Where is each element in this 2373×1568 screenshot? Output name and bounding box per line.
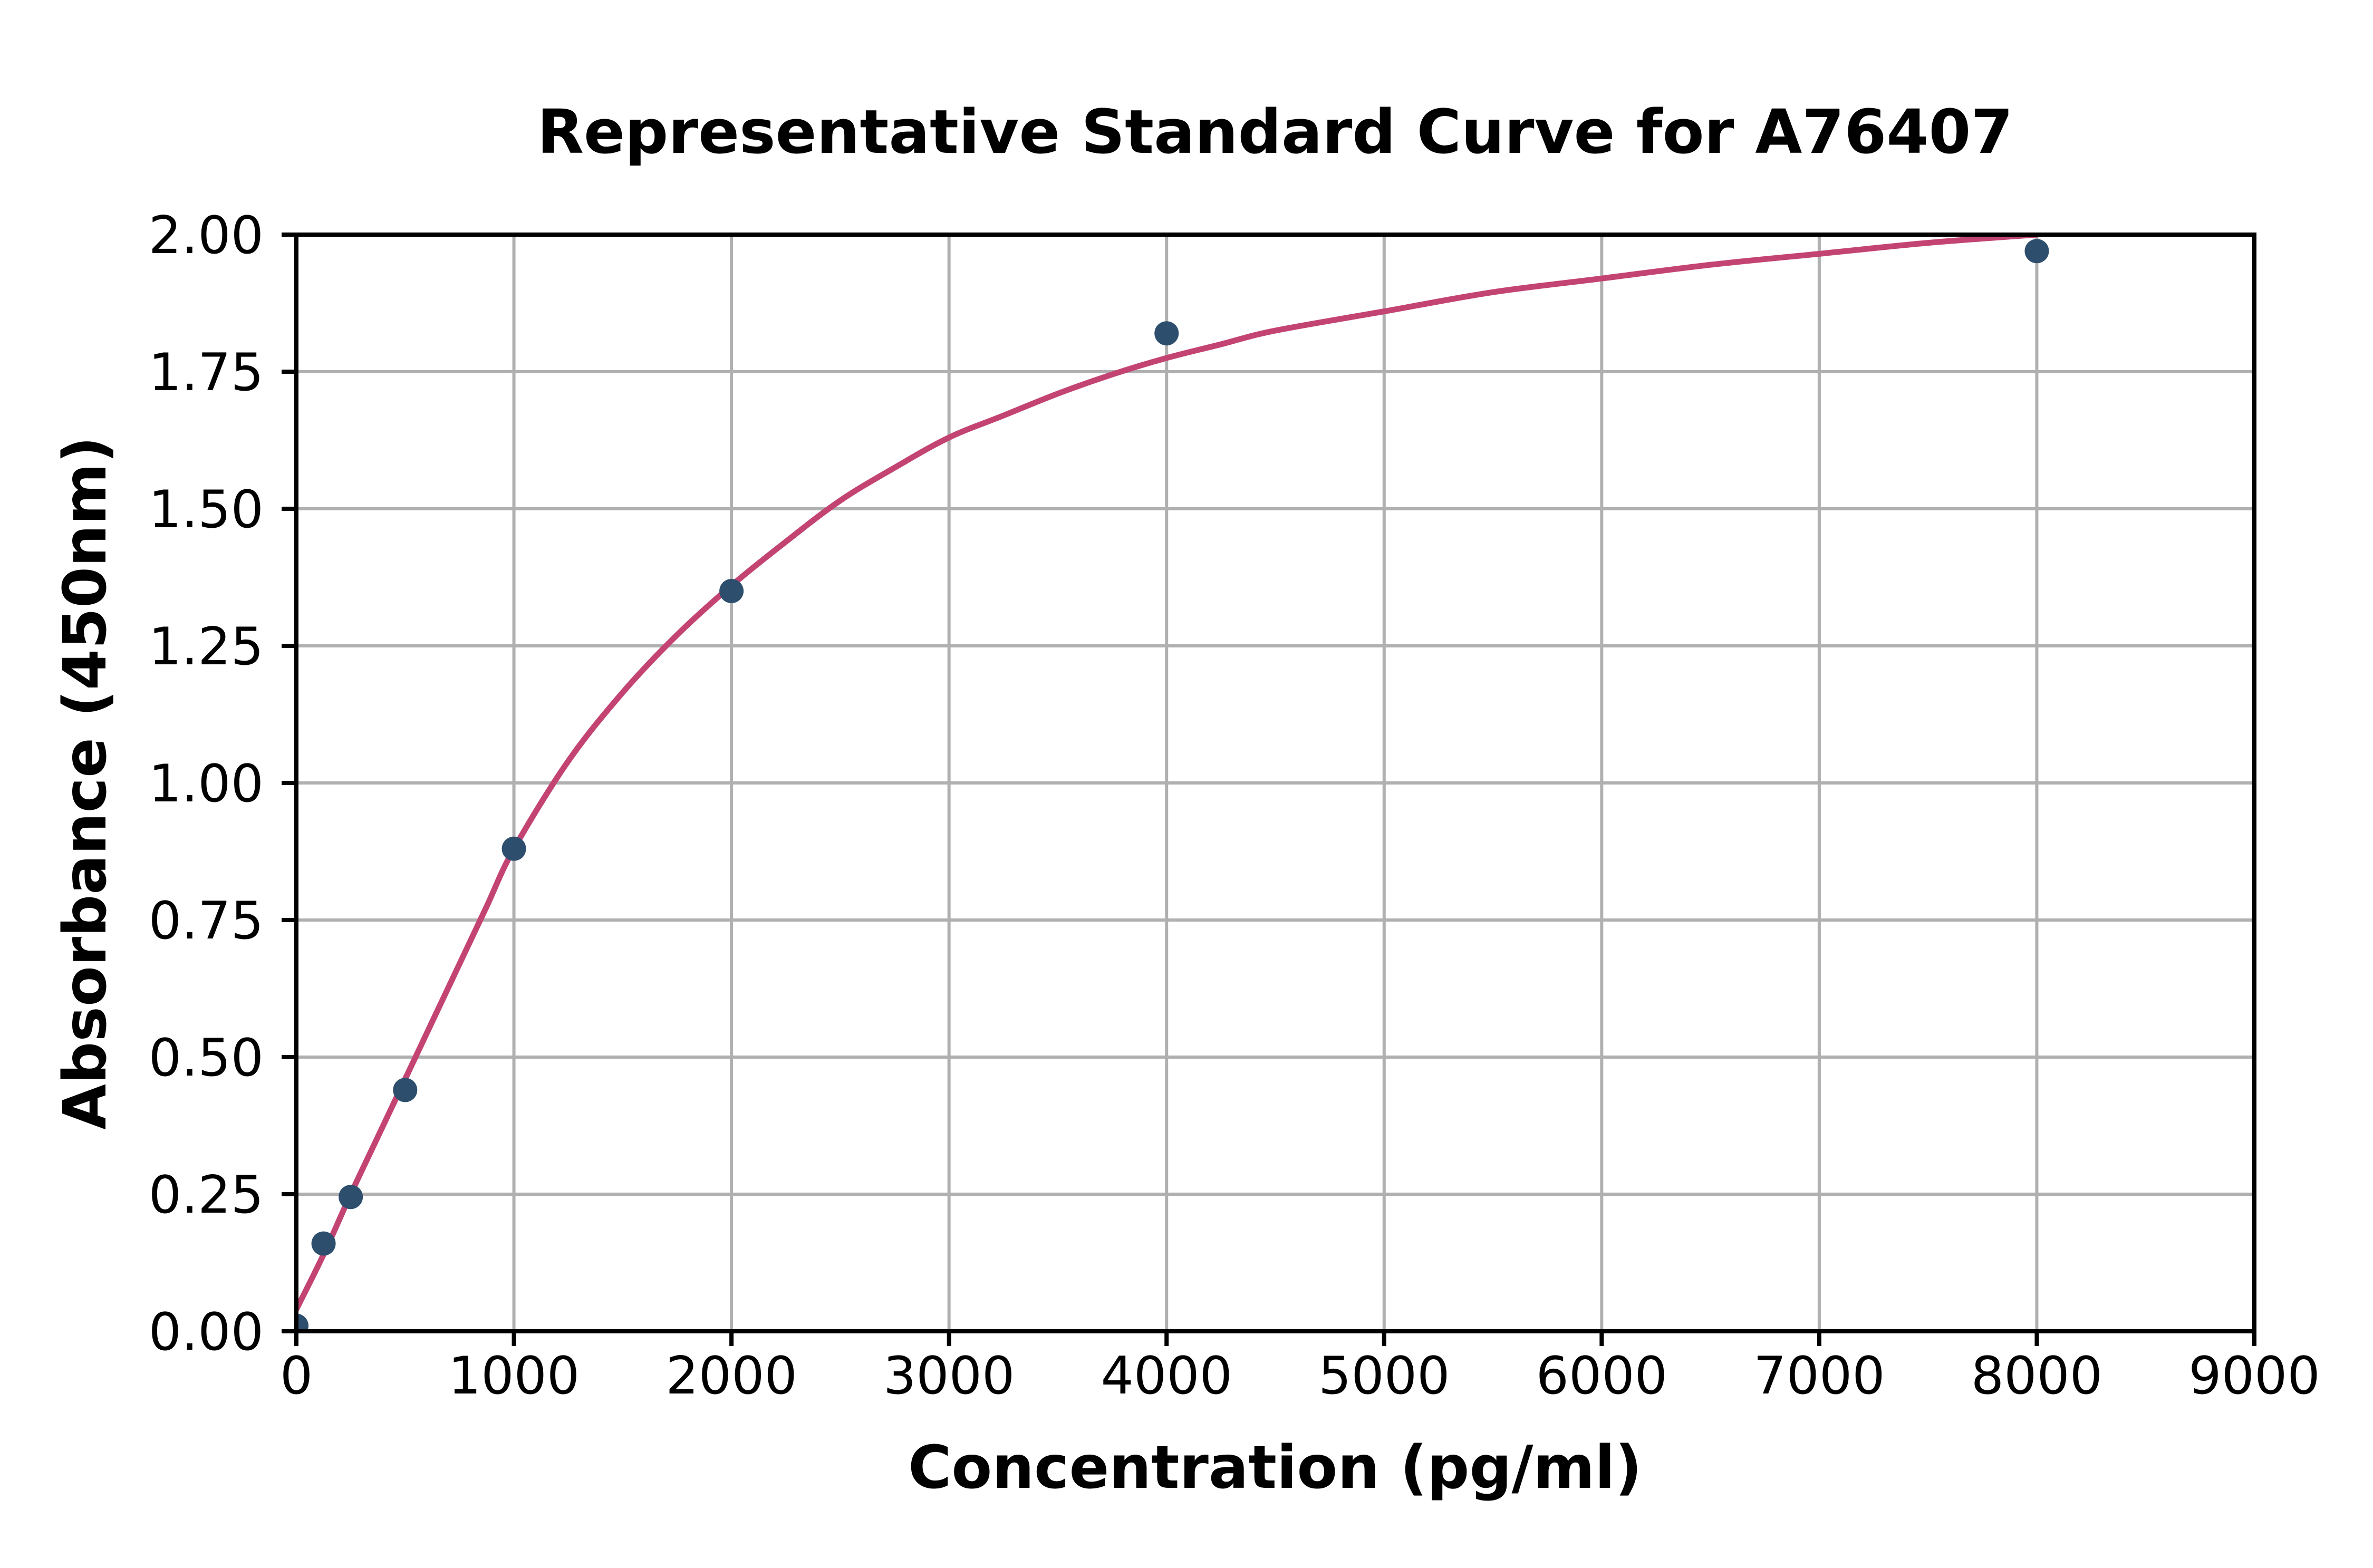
y-tick-label: 1.75: [149, 343, 264, 403]
y-tick-label: 0.50: [149, 1028, 264, 1088]
y-tick-label: 2.00: [149, 206, 264, 266]
labels: Representative Standard Curve for A76407…: [51, 97, 2013, 1502]
x-axis-label: Concentration (pg/ml): [908, 1434, 1642, 1502]
x-tick-label: 8000: [1971, 1346, 2102, 1406]
axes: 0 1000 2000 3000 4000 5000 6000 7000 8000 9000 0.0…: [149, 206, 2320, 1406]
fit-curve-line: [296, 235, 2040, 1312]
y-tick-label: 0.75: [149, 891, 264, 951]
y-tick-label: 0.25: [149, 1165, 264, 1225]
y-axis-label: Absorbance (450nm): [51, 436, 120, 1129]
data-point: [296, 1313, 308, 1331]
y-tick-label: 1.00: [149, 754, 264, 814]
data-point: [311, 1231, 336, 1256]
gridlines: [295, 233, 2256, 1333]
x-tick-label: 6000: [1536, 1346, 1667, 1406]
x-tick-label: 3000: [883, 1346, 1015, 1406]
x-tick-label: 5000: [1318, 1346, 1450, 1406]
chart-title: Representative Standard Curve for A76407: [537, 97, 2013, 168]
data-point: [501, 836, 526, 861]
x-tick-label: 0: [280, 1346, 313, 1406]
data-point: [2024, 239, 2049, 264]
y-tick-label: 0.00: [149, 1302, 264, 1362]
x-tick-label: 9000: [2188, 1346, 2320, 1406]
data-point: [339, 1185, 363, 1209]
y-tick-label: 1.25: [149, 617, 264, 677]
y-tick-label: 1.50: [149, 480, 264, 540]
data-point: [1154, 321, 1179, 346]
x-tick-label: 7000: [1753, 1346, 1885, 1406]
x-tick-label: 4000: [1101, 1346, 1232, 1406]
x-tick-label: 2000: [665, 1346, 797, 1406]
data-point: [719, 579, 744, 603]
data-point: [393, 1078, 418, 1102]
x-tick-label: 1000: [448, 1346, 580, 1406]
plot-area: [296, 235, 2049, 1331]
